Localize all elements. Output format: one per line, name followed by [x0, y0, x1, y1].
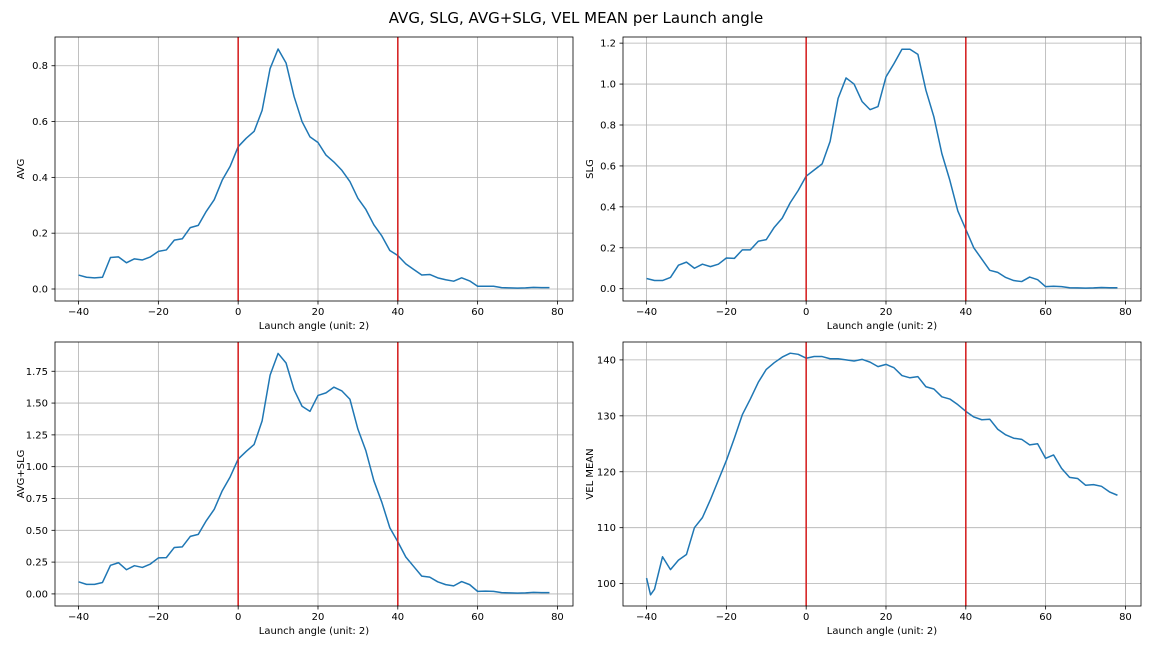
series-line: [645, 352, 1118, 596]
x-tick-label: 60: [471, 612, 484, 623]
x-tick-label: 40: [959, 307, 972, 318]
x-tick-label: 0: [803, 612, 809, 623]
y-tick-label: 0.2: [32, 229, 48, 240]
x-axis-label: Launch angle (unit: 2): [827, 321, 937, 332]
x-tick-label: 20: [312, 307, 325, 318]
x-tick-label: −40: [636, 307, 657, 318]
y-tick-label: 0.6: [32, 117, 48, 128]
y-tick-label: 0.6: [600, 161, 616, 172]
series-line: [78, 48, 550, 289]
x-tick-label: 60: [1039, 307, 1052, 318]
axes-frame: [622, 341, 1142, 607]
y-tick-label: 130: [597, 411, 616, 422]
x-tick-label: 40: [959, 612, 972, 623]
x-tick-label: −20: [148, 307, 169, 318]
y-tick-label: 1.00: [26, 462, 48, 473]
x-tick-label: −20: [148, 612, 169, 623]
y-tick-label: 0.4: [32, 173, 48, 184]
x-tick-label: 20: [880, 307, 893, 318]
y-tick-label: 1.75: [26, 367, 48, 378]
subplot-4: −40 −20 0 20 40 60 80 100 110 120 130 140 Launch ang…: [585, 341, 1142, 637]
y-tick-label: 0.00: [26, 589, 48, 600]
y-tick-label: 100: [597, 579, 616, 590]
series-line: [78, 352, 550, 594]
x-tick-label: 80: [551, 612, 564, 623]
y-tick-label: 0.50: [26, 526, 48, 537]
x-tick-label: 60: [471, 307, 484, 318]
x-tick-label: 0: [235, 307, 241, 318]
x-tick-label: −40: [68, 612, 89, 623]
y-tick-label: 0.4: [600, 202, 616, 213]
subplot-2: −40 −20 0 20 40 60 80 0.0 0.2 0.4 0.6 0.8 1.0 1.2 Laun…: [585, 36, 1142, 332]
x-tick-label: 80: [1119, 307, 1132, 318]
x-tick-label: 60: [1039, 612, 1052, 623]
axes-frame: [54, 341, 574, 607]
y-tick-label: 110: [597, 523, 616, 534]
x-tick-label: 20: [312, 612, 325, 623]
x-tick-label: −20: [716, 612, 737, 623]
y-tick-label: 0.8: [600, 121, 616, 132]
y-tick-label: 0.25: [26, 558, 48, 569]
y-tick-label: 0.75: [26, 494, 48, 505]
subplot-3: −40 −20 0 20 40 60 80 0.00 0.25 0.50 0.75 1.00 1.25 1…: [16, 341, 574, 637]
x-tick-label: −40: [68, 307, 89, 318]
y-tick-label: 0.8: [32, 61, 48, 72]
y-tick-label: 1.2: [600, 39, 616, 50]
series-line: [646, 48, 1118, 289]
y-tick-label: 1.0: [600, 80, 616, 91]
x-tick-label: −40: [636, 612, 657, 623]
figure-title: AVG, SLG, AVG+SLG, VEL MEAN per Launch a…: [388, 9, 764, 27]
x-tick-label: 20: [880, 612, 893, 623]
y-tick-label: 0.2: [600, 243, 616, 254]
y-axis-label: AVG: [16, 159, 27, 180]
x-tick-label: 80: [551, 307, 564, 318]
x-tick-label: 40: [391, 612, 404, 623]
y-tick-label: 0.0: [600, 284, 616, 295]
y-tick-label: 140: [597, 355, 616, 366]
x-tick-label: 80: [1119, 612, 1132, 623]
x-axis-label: Launch angle (unit: 2): [259, 321, 369, 332]
x-tick-label: −20: [716, 307, 737, 318]
y-axis-label: VEL MEAN: [585, 448, 596, 499]
x-tick-label: 0: [803, 307, 809, 318]
subplot-1: −40 −20 0 20 40 60 80 0.0 0.2 0.4 0.6 0.8 Launch ang…: [16, 36, 574, 332]
y-tick-label: 120: [597, 467, 616, 478]
x-tick-label: 0: [235, 612, 241, 623]
y-axis-label: SLG: [585, 159, 596, 179]
y-tick-label: 0.0: [32, 285, 48, 296]
x-axis-label: Launch angle (unit: 2): [827, 626, 937, 637]
x-axis-label: Launch angle (unit: 2): [259, 626, 369, 637]
axes-frame: [54, 36, 574, 302]
axes-frame: [622, 36, 1142, 302]
x-tick-label: 40: [391, 307, 404, 318]
y-axis-label: AVG+SLG: [16, 450, 27, 499]
y-tick-label: 1.50: [26, 399, 48, 410]
y-tick-label: 1.25: [26, 430, 48, 441]
